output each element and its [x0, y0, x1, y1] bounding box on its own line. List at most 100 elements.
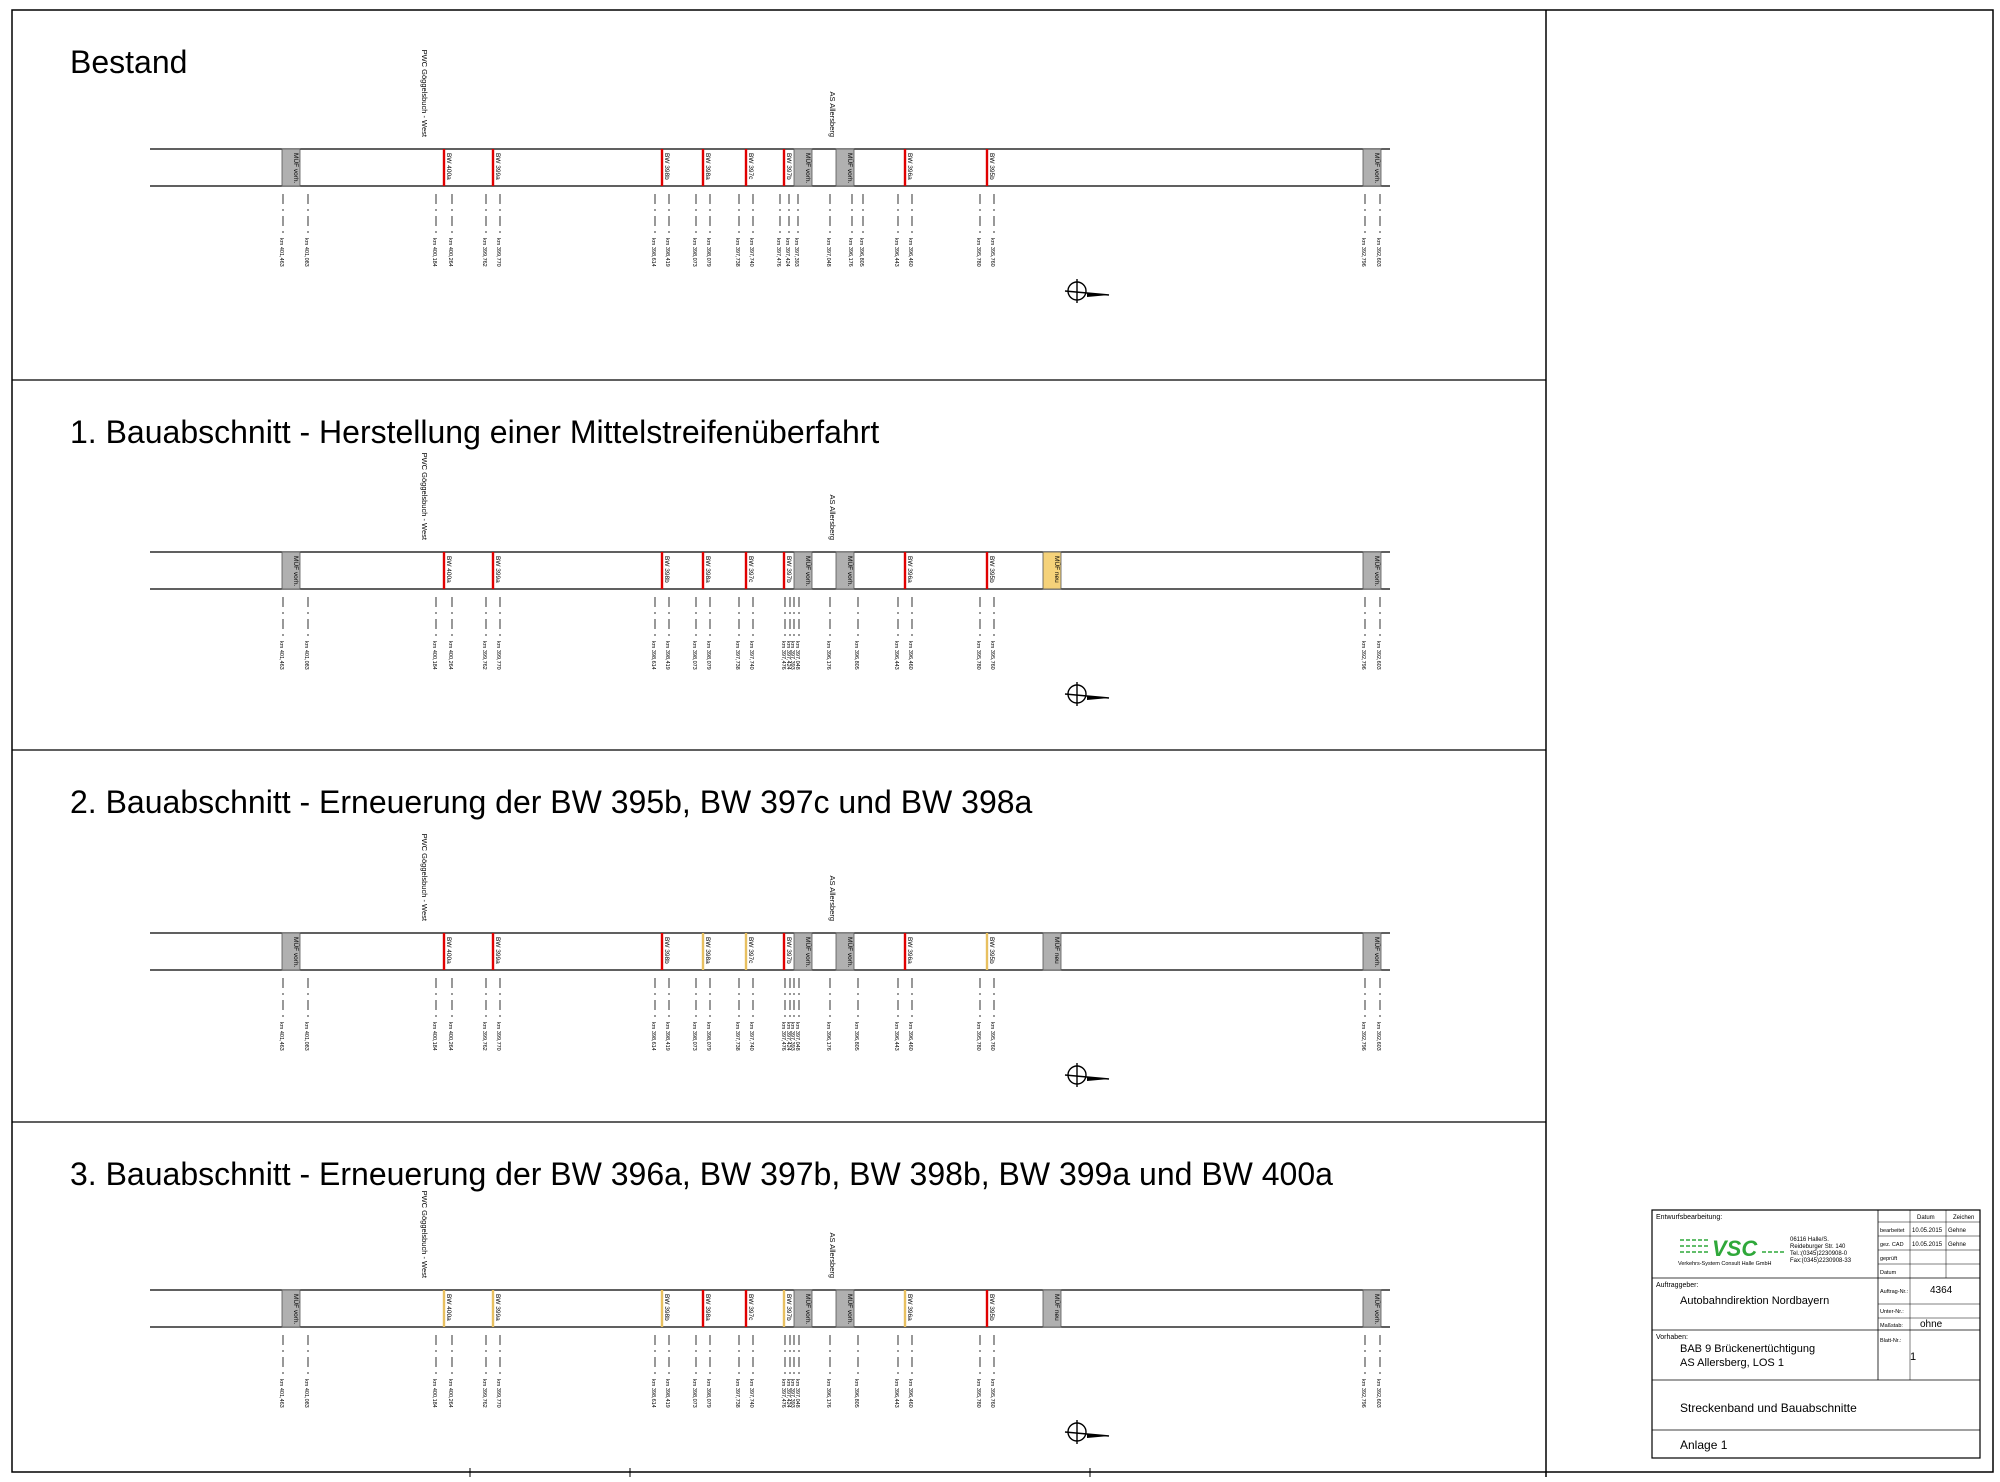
bw-label: BW 399a — [494, 937, 501, 964]
km-label: km 400,264 — [447, 238, 453, 267]
km-label: km 398,073 — [691, 1022, 697, 1051]
auftrag-nr: 4364 — [1930, 1285, 1953, 1296]
muf-label: MÜF neu — [1053, 1294, 1061, 1321]
bw-label: BW 399a — [494, 1294, 501, 1321]
company-address2: Reideburger Str. 140 — [1790, 1244, 1846, 1250]
muf-label: MÜF vorh. — [1373, 153, 1381, 184]
km-label: km 392,603 — [1375, 1379, 1381, 1408]
panel-2: 1. Bauabschnitt - Herstellung einer Mitt… — [70, 414, 1390, 706]
bw-label: BW 398a — [704, 556, 711, 583]
km-label: km 401,463 — [278, 1379, 284, 1408]
muf-label: MÜF vorh. — [804, 556, 812, 587]
row-label: gez. CAD — [1880, 1242, 1904, 1248]
place-label: AS Allersberg — [828, 1233, 837, 1278]
plan-title: Streckenband und Bauabschnitte — [1680, 1401, 1857, 1415]
km-label: km 395,760 — [989, 1379, 995, 1408]
km-label: km 399,770 — [495, 1379, 501, 1408]
km-label: km 397,048 — [794, 1379, 800, 1408]
bw-label: BW 395b — [988, 153, 995, 180]
auftrag-label: Auftrag-Nr.: — [1880, 1289, 1909, 1295]
km-label: km 397,476 — [780, 1022, 786, 1051]
bw-label: BW 396a — [906, 556, 913, 583]
km-label: km 400,264 — [447, 1022, 453, 1051]
muf-label: MÜF vorh. — [292, 1294, 300, 1325]
muf-box — [281, 148, 301, 187]
bw-label: BW 400a — [445, 937, 452, 964]
muf-label: MÜF vorh. — [804, 1294, 812, 1325]
muf-label: MÜF vorh. — [846, 153, 854, 184]
km-label: km 398,614 — [650, 238, 656, 267]
km-label: km 396,176 — [825, 641, 831, 670]
km-label: km 392,603 — [1375, 238, 1381, 267]
km-label: km 398,614 — [650, 1379, 656, 1408]
row-date: 10.05.2015 — [1912, 1242, 1943, 1248]
km-label: km 392,603 — [1375, 641, 1381, 670]
km-label: km 401,463 — [278, 641, 284, 670]
km-label: km 397,393 — [789, 641, 795, 670]
panel-title: 1. Bauabschnitt - Herstellung einer Mitt… — [70, 414, 879, 450]
km-label: km 395,760 — [989, 1022, 995, 1051]
km-label: km 397,048 — [794, 1022, 800, 1051]
muf-box — [1042, 551, 1062, 590]
muf-label: MÜF vorh. — [804, 153, 812, 184]
bw-label: BW 398a — [704, 153, 711, 180]
muf-label: MÜF vorh. — [846, 556, 854, 587]
blatt-label: Blatt-Nr.: — [1880, 1338, 1902, 1344]
place-label: PWC Göggelsbuch - West — [420, 453, 429, 541]
muf-label: MÜF vorh. — [1373, 937, 1381, 968]
km-label: km 400,264 — [447, 1379, 453, 1408]
vsc-logo: VSC — [1680, 1236, 1785, 1261]
km-label: km 396,460 — [907, 1379, 913, 1408]
muf-label: MÜF vorh. — [1373, 1294, 1381, 1325]
km-label: km 398,419 — [664, 641, 670, 670]
place-label: PWC Göggelsbuch - West — [420, 1191, 429, 1279]
panel-title: 3. Bauabschnitt - Erneuerung der BW 396a… — [70, 1156, 1333, 1192]
muf-box — [793, 1289, 813, 1328]
km-label: km 400,184 — [431, 641, 437, 670]
muf-label: MÜF neu — [1053, 937, 1061, 964]
north-arrow-head — [1087, 1077, 1109, 1081]
km-label: km 396,805 — [858, 238, 864, 267]
km-label: km 396,176 — [847, 238, 853, 267]
muf-box — [1362, 551, 1382, 590]
bw-label: BW 397c — [747, 937, 754, 964]
bw-label: BW 400a — [445, 556, 452, 583]
km-label: km 392,796 — [1360, 238, 1366, 267]
bw-label: BW 397b — [785, 937, 792, 964]
bw-label: BW 398b — [663, 153, 670, 180]
north-arrow-head — [1087, 1434, 1109, 1438]
km-label: km 398,073 — [691, 238, 697, 267]
muf-box — [793, 148, 813, 187]
panel-3: 2. Bauabschnitt - Erneuerung der BW 395b… — [70, 784, 1390, 1087]
km-label: km 397,048 — [825, 238, 831, 267]
km-label: km 399,762 — [481, 1022, 487, 1051]
place-label: AS Allersberg — [828, 92, 837, 137]
muf-label: MÜF neu — [1053, 556, 1061, 583]
km-label: km 400,184 — [431, 1379, 437, 1408]
muf-label: MÜF vorh. — [846, 937, 854, 968]
vorhaben-line1: BAB 9 Brückenertüchtigung — [1680, 1343, 1815, 1355]
company-address1: 06116 Halle/S. — [1790, 1237, 1829, 1243]
title-block: Entwurfsbearbeitung: VSC Verkehrs-System… — [1651, 1209, 1981, 1459]
bw-label: BW 399a — [494, 556, 501, 583]
muf-label: MÜF vorh. — [292, 556, 300, 587]
massstab: ohne — [1920, 1319, 1943, 1330]
km-label: km 397,476 — [780, 1379, 786, 1408]
muf-label: MÜF vorh. — [846, 1294, 854, 1325]
bw-label: BW 398a — [704, 937, 711, 964]
km-label: km 400,264 — [447, 641, 453, 670]
company-name: Verkehrs-System Consult Halle GmbH — [1678, 1261, 1772, 1267]
km-label: km 397,424 — [784, 238, 790, 267]
km-label: km 396,460 — [907, 238, 913, 267]
bw-label: BW 395b — [988, 1294, 995, 1321]
muf-box — [793, 932, 813, 971]
bw-label: BW 396a — [906, 1294, 913, 1321]
row-date: 10.05.2015 — [1912, 1228, 1943, 1234]
row-label: bearbeitet — [1880, 1228, 1905, 1234]
page-frame — [11, 9, 1994, 1473]
km-label: km 396,460 — [907, 1022, 913, 1051]
km-label: km 395,760 — [989, 238, 995, 267]
bw-label: BW 400a — [445, 153, 452, 180]
blatt-nr: 1 — [1910, 1351, 1916, 1363]
km-label: km 395,780 — [975, 641, 981, 670]
